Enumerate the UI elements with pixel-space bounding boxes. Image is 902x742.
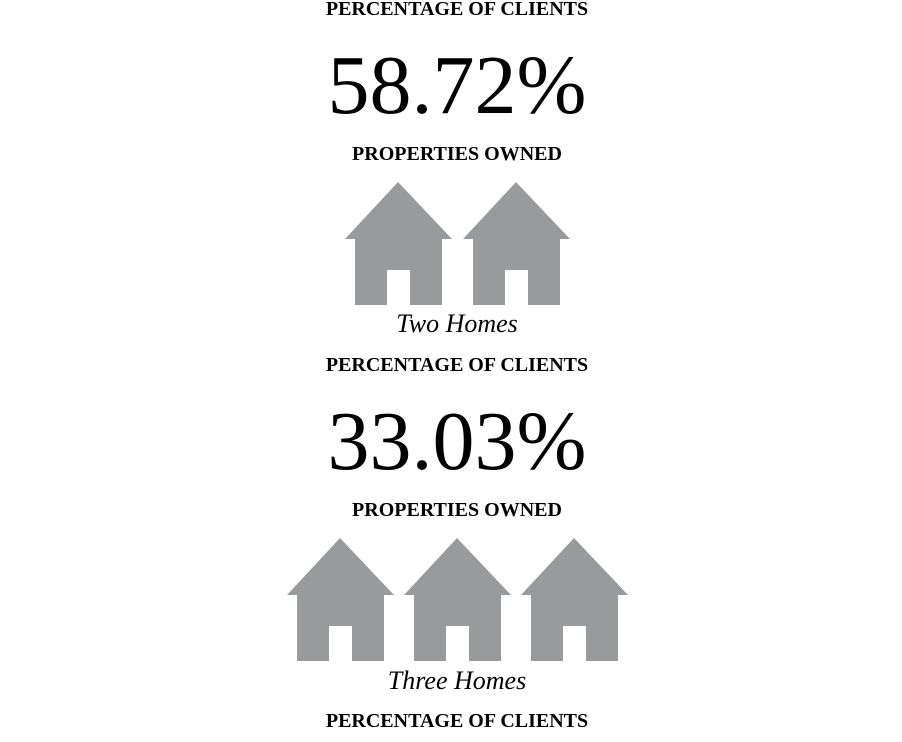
house-icon <box>287 538 394 661</box>
section-header: PERCENTAGE OF CLIENTS <box>325 0 589 20</box>
house-icon <box>404 538 511 661</box>
percentage: 58.72% <box>327 39 587 132</box>
section-header: PERCENTAGE OF CLIENTS <box>325 710 589 732</box>
percentage: 33.03% <box>327 395 587 488</box>
section-header: PERCENTAGE OF CLIENTS <box>325 354 589 376</box>
house-icon <box>521 538 628 661</box>
section-subheader: PROPERTIES OWNED <box>352 143 562 165</box>
house-icon <box>463 182 570 305</box>
section-subheader: PROPERTIES OWNED <box>352 499 562 521</box>
caption: Three Homes <box>387 666 527 695</box>
caption: Two Homes <box>396 309 518 338</box>
house-icon <box>345 182 452 305</box>
